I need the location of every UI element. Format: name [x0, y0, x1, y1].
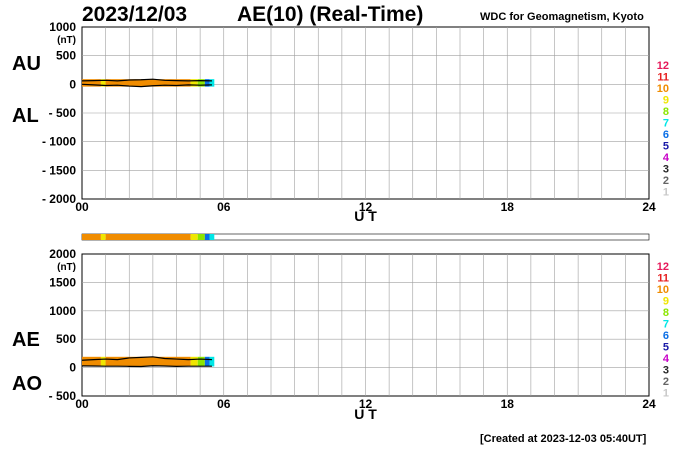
y-tick-label: 500 [56, 49, 76, 63]
legend-count-8: 8 [663, 307, 669, 319]
series-label-ae: AE [12, 329, 40, 351]
y-tick-label: - 500 [49, 389, 77, 403]
legend-count-3: 3 [663, 365, 669, 377]
x-tick-label: 00 [75, 200, 89, 214]
x-tick-label: 18 [501, 200, 515, 214]
series-label-al: AL [12, 105, 39, 127]
y-tick-label: 1500 [49, 275, 76, 289]
legend-count-1: 1 [663, 187, 669, 199]
legend-count-12: 12 [657, 60, 669, 72]
station-count-band [197, 356, 205, 367]
station-count-band [82, 79, 101, 87]
station-count-band [204, 356, 210, 367]
legend-count-3: 3 [663, 164, 669, 176]
legend-count-9: 9 [663, 95, 669, 107]
legend-count-5: 5 [663, 342, 669, 354]
date-title: 2023/12/03 [82, 3, 188, 26]
station-count-band [100, 79, 106, 87]
legend-count-10: 10 [657, 284, 669, 296]
y-tick-label: - 1500 [42, 163, 76, 177]
station-count-strip-segment [100, 234, 106, 240]
x-tick-label: 18 [501, 397, 515, 411]
credit-label: WDC for Geomagnetism, Kyoto [480, 11, 644, 23]
station-count-strip-segment [105, 234, 191, 240]
legend-count-1: 1 [663, 388, 669, 400]
legend-count-2: 2 [663, 175, 669, 187]
station-count-band [190, 79, 198, 87]
station-count-band [190, 356, 198, 367]
legend-count-7: 7 [663, 118, 669, 130]
station-count-band [209, 79, 215, 87]
created-timestamp: [Created at 2023-12-03 05:40UT] [480, 433, 647, 445]
station-count-strip-segment [190, 234, 198, 240]
station-count-strip-segment [82, 234, 101, 240]
station-count-strip-segment [197, 234, 205, 240]
chart-title: AE(10) (Real-Time) [237, 3, 424, 26]
station-count-band [100, 356, 106, 367]
x-tick-label: 12 [359, 397, 373, 411]
legend-count-2: 2 [663, 376, 669, 388]
y-tick-label: 0 [69, 77, 76, 91]
series-line-ao [81, 365, 212, 368]
legend-count-8: 8 [663, 106, 669, 118]
y-tick-label: 1000 [49, 304, 76, 318]
station-count-strip-segment [209, 234, 215, 240]
x-axis-label: U T [354, 208, 377, 224]
y-tick-label: - 2000 [42, 192, 76, 206]
station-count-strip-segment [204, 234, 210, 240]
x-tick-label: 12 [359, 200, 373, 214]
x-tick-label: 06 [217, 200, 231, 214]
legend-count-4: 4 [663, 152, 670, 164]
y-axis-units: (nT) [57, 262, 76, 273]
series-label-ao: AO [12, 373, 42, 395]
x-tick-label: 00 [75, 397, 89, 411]
station-count-band [105, 356, 191, 367]
legend-count-6: 6 [663, 330, 669, 342]
legend-count-4: 4 [663, 353, 670, 365]
x-axis-label: U T [354, 406, 377, 422]
station-count-band [105, 79, 191, 87]
y-tick-label: 0 [69, 361, 76, 375]
y-tick-label: 1000 [49, 20, 76, 34]
legend-count-10: 10 [657, 83, 669, 95]
station-count-band [197, 79, 205, 87]
legend-count-9: 9 [663, 296, 669, 308]
y-tick-label: - 1000 [42, 135, 76, 149]
y-axis-units: (nT) [57, 35, 76, 46]
x-tick-label: 24 [642, 200, 656, 214]
y-tick-label: 2000 [49, 247, 76, 261]
x-tick-label: 24 [642, 397, 656, 411]
series-label-au: AU [12, 53, 41, 75]
y-tick-label: - 500 [49, 106, 77, 120]
legend-count-11: 11 [657, 273, 669, 285]
station-count-band [204, 79, 210, 87]
station-count-band [82, 356, 101, 367]
series-line-ae [81, 356, 212, 361]
station-count-band [209, 356, 215, 367]
legend-count-11: 11 [657, 72, 669, 84]
series-line-al [81, 83, 212, 88]
legend-count-6: 6 [663, 129, 669, 141]
legend-count-7: 7 [663, 319, 669, 331]
x-tick-label: 06 [217, 397, 231, 411]
legend-count-5: 5 [663, 141, 669, 153]
y-tick-label: 500 [56, 332, 76, 346]
series-line-au [81, 78, 212, 82]
legend-count-12: 12 [657, 261, 669, 273]
